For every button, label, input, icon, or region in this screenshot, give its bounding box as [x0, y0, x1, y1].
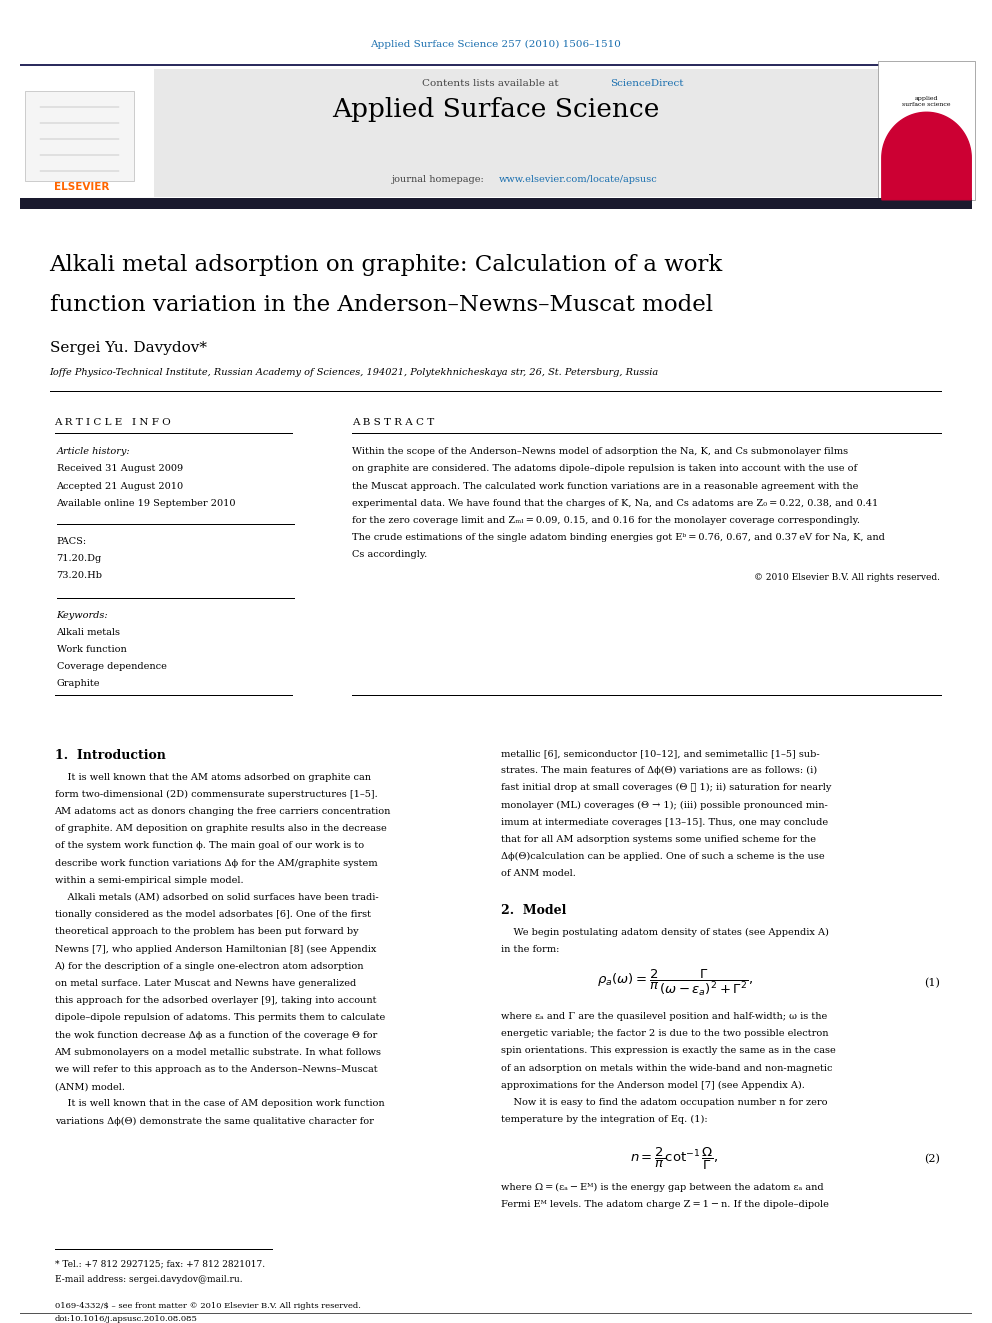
Text: applied
surface science: applied surface science [903, 95, 950, 107]
Text: 0169-4332/$ – see front matter © 2010 Elsevier B.V. All rights reserved.: 0169-4332/$ – see front matter © 2010 El… [55, 1302, 360, 1310]
Text: Alkali metal adsorption on graphite: Calculation of a work: Alkali metal adsorption on graphite: Cal… [50, 254, 723, 277]
Text: Work function: Work function [57, 646, 126, 654]
Text: Sergei Yu. Davydov*: Sergei Yu. Davydov* [50, 341, 206, 356]
Text: A R T I C L E   I N F O: A R T I C L E I N F O [55, 418, 172, 427]
Text: ELSEVIER: ELSEVIER [54, 181, 109, 192]
Text: $n = \dfrac{2}{\pi} \cot^{-1} \dfrac{\Omega}{\Gamma},$: $n = \dfrac{2}{\pi} \cot^{-1} \dfrac{\Om… [631, 1146, 718, 1172]
Text: (2): (2) [925, 1154, 940, 1164]
Text: on graphite are considered. The adatoms dipole–dipole repulsion is taken into ac: on graphite are considered. The adatoms … [352, 464, 857, 474]
Text: where εₐ and Γ are the quasilevel position and half-width; ω is the: where εₐ and Γ are the quasilevel positi… [501, 1012, 827, 1021]
Text: The crude estimations of the single adatom binding energies got Eᵇ = 0.76, 0.67,: The crude estimations of the single adat… [352, 533, 885, 542]
Text: dipole–dipole repulsion of adatoms. This permits them to calculate: dipole–dipole repulsion of adatoms. This… [55, 1013, 385, 1023]
Text: where Ω = (εₐ − Eᴹ) is the energy gap between the adatom εₐ and: where Ω = (εₐ − Eᴹ) is the energy gap be… [501, 1183, 823, 1192]
Text: variations Δϕ(Θ) demonstrate the same qualitative character for: variations Δϕ(Θ) demonstrate the same qu… [55, 1117, 373, 1126]
Text: temperature by the integration of Eq. (1):: temperature by the integration of Eq. (1… [501, 1115, 707, 1125]
Bar [20, 64, 972, 66]
Text: for the zero coverage limit and Zₘₗ = 0.09, 0.15, and 0.16 for the monolayer cov: for the zero coverage limit and Zₘₗ = 0.… [352, 516, 860, 525]
Text: * Tel.: +7 812 2927125; fax: +7 812 2821017.: * Tel.: +7 812 2927125; fax: +7 812 2821… [55, 1259, 265, 1269]
Text: 2.  Model: 2. Model [501, 904, 566, 917]
Text: function variation in the Anderson–Newns–Muscat model: function variation in the Anderson–Newns… [50, 294, 712, 316]
Text: (ANM) model.: (ANM) model. [55, 1082, 125, 1091]
Text: 71.20.Dg: 71.20.Dg [57, 554, 102, 562]
Text: Applied Surface Science 257 (2010) 1506–1510: Applied Surface Science 257 (2010) 1506–… [371, 40, 621, 49]
Text: Received 31 August 2009: Received 31 August 2009 [57, 464, 183, 474]
Text: It is well known that the AM atoms adsorbed on graphite can: It is well known that the AM atoms adsor… [55, 773, 371, 782]
Text: Within the scope of the Anderson–Newns model of adsorption the Na, K, and Cs sub: Within the scope of the Anderson–Newns m… [352, 447, 848, 456]
Text: theoretical approach to the problem has been put forward by: theoretical approach to the problem has … [55, 927, 358, 937]
Bar [25, 91, 134, 181]
Text: A) for the description of a single one-electron atom adsorption: A) for the description of a single one-e… [55, 962, 364, 971]
Text: the Muscat approach. The calculated work function variations are in a reasonable: the Muscat approach. The calculated work… [352, 482, 858, 491]
Text: (1): (1) [925, 978, 940, 988]
Text: We begin postulating adatom density of states (see Appendix A): We begin postulating adatom density of s… [501, 927, 829, 937]
Text: Now it is easy to find the adatom occupation number n for zero: Now it is easy to find the adatom occupa… [501, 1098, 827, 1107]
Text: we will refer to this approach as to the Anderson–Newns–Muscat: we will refer to this approach as to the… [55, 1065, 377, 1074]
Text: Alkali metals (AM) adsorbed on solid surfaces have been tradi-: Alkali metals (AM) adsorbed on solid sur… [55, 893, 378, 902]
Text: Available online 19 September 2010: Available online 19 September 2010 [57, 499, 236, 508]
Text: that for all AM adsorption systems some unified scheme for the: that for all AM adsorption systems some … [501, 835, 816, 844]
Text: Applied Surface Science: Applied Surface Science [332, 97, 660, 122]
Text: approximations for the Anderson model [7] (see Appendix A).: approximations for the Anderson model [7… [501, 1081, 805, 1090]
Bar [20, 69, 154, 197]
Text: $\rho_a(\omega) = \dfrac{2}{\pi} \dfrac{\Gamma}{(\omega - \varepsilon_a)^2 + \Ga: $\rho_a(\omega) = \dfrac{2}{\pi} \dfrac{… [596, 968, 753, 998]
Bar [20, 198, 972, 209]
Text: Coverage dependence: Coverage dependence [57, 662, 167, 671]
Text: Keywords:: Keywords: [57, 611, 108, 619]
Text: www.elsevier.com/locate/apsusc: www.elsevier.com/locate/apsusc [499, 175, 658, 184]
Text: monolayer (ML) coverages (Θ → 1); (iii) possible pronounced min-: monolayer (ML) coverages (Θ → 1); (iii) … [501, 800, 827, 810]
Text: Article history:: Article history: [57, 447, 130, 456]
Text: of graphite. AM deposition on graphite results also in the decrease: of graphite. AM deposition on graphite r… [55, 824, 386, 833]
Text: Contents lists available at: Contents lists available at [422, 79, 561, 89]
Text: © 2010 Elsevier B.V. All rights reserved.: © 2010 Elsevier B.V. All rights reserved… [754, 573, 940, 582]
Polygon shape [882, 112, 971, 200]
Text: AM adatoms act as donors changing the free carriers concentration: AM adatoms act as donors changing the fr… [55, 807, 391, 816]
Text: Δϕ(Θ)calculation can be applied. One of such a scheme is the use: Δϕ(Θ)calculation can be applied. One of … [501, 852, 824, 861]
Text: Graphite: Graphite [57, 680, 100, 688]
Text: form two-dimensional (2D) commensurate superstructures [1–5].: form two-dimensional (2D) commensurate s… [55, 790, 377, 799]
Text: this approach for the adsorbed overlayer [9], taking into account: this approach for the adsorbed overlayer… [55, 996, 376, 1005]
Text: metallic [6], semiconductor [10–12], and semimetallic [1–5] sub-: metallic [6], semiconductor [10–12], and… [501, 749, 819, 758]
Text: 73.20.Hb: 73.20.Hb [57, 572, 102, 579]
Text: in the form:: in the form: [501, 945, 559, 954]
Text: PACS:: PACS: [57, 537, 86, 545]
Text: Accepted 21 August 2010: Accepted 21 August 2010 [57, 482, 184, 491]
Text: Alkali metals: Alkali metals [57, 628, 121, 636]
Text: journal homepage:: journal homepage: [392, 175, 488, 184]
Text: Newns [7], who applied Anderson Hamiltonian [8] (see Appendix: Newns [7], who applied Anderson Hamilton… [55, 945, 376, 954]
Text: 1.  Introduction: 1. Introduction [55, 749, 166, 762]
Text: Fermi Eᴹ levels. The adatom charge Z = 1 − n. If the dipole–dipole: Fermi Eᴹ levels. The adatom charge Z = 1… [501, 1200, 829, 1209]
Bar [878, 61, 975, 200]
Text: AM submonolayers on a model metallic substrate. In what follows: AM submonolayers on a model metallic sub… [55, 1048, 382, 1057]
Text: the wok function decrease Δϕ as a function of the coverage Θ for: the wok function decrease Δϕ as a functi… [55, 1031, 377, 1040]
Text: doi:10.1016/j.apsusc.2010.08.085: doi:10.1016/j.apsusc.2010.08.085 [55, 1315, 197, 1323]
Text: of an adsorption on metals within the wide-band and non-magnetic: of an adsorption on metals within the wi… [501, 1064, 832, 1073]
Text: tionally considered as the model adsorbates [6]. One of the first: tionally considered as the model adsorba… [55, 910, 371, 919]
Text: It is well known that in the case of AM deposition work function: It is well known that in the case of AM … [55, 1099, 384, 1109]
Text: describe work function variations Δϕ for the AM/graphite system: describe work function variations Δϕ for… [55, 859, 377, 868]
Text: on metal surface. Later Muscat and Newns have generalized: on metal surface. Later Muscat and Newns… [55, 979, 356, 988]
Text: ScienceDirect: ScienceDirect [610, 79, 683, 89]
Text: spin orientations. This expression is exactly the same as in the case: spin orientations. This expression is ex… [501, 1046, 835, 1056]
Text: within a semi-empirical simple model.: within a semi-empirical simple model. [55, 876, 243, 885]
Text: Cs accordingly.: Cs accordingly. [352, 550, 428, 560]
Text: A B S T R A C T: A B S T R A C T [352, 418, 434, 427]
Text: of ANM model.: of ANM model. [501, 869, 575, 878]
Text: energetic variable; the factor 2 is due to the two possible electron: energetic variable; the factor 2 is due … [501, 1029, 828, 1039]
Text: Ioffe Physico-Technical Institute, Russian Academy of Sciences, 194021, Polytekh: Ioffe Physico-Technical Institute, Russi… [50, 368, 659, 377]
Text: of the system work function ϕ. The main goal of our work is to: of the system work function ϕ. The main … [55, 841, 364, 851]
Text: E-mail address: sergei.davydov@mail.ru.: E-mail address: sergei.davydov@mail.ru. [55, 1275, 242, 1285]
Text: imum at intermediate coverages [13–15]. Thus, one may conclude: imum at intermediate coverages [13–15]. … [501, 818, 828, 827]
Text: fast initial drop at small coverages (Θ ≪ 1); ii) saturation for nearly: fast initial drop at small coverages (Θ … [501, 783, 831, 792]
Text: strates. The main features of Δϕ(Θ) variations are as follows: (i): strates. The main features of Δϕ(Θ) vari… [501, 766, 817, 775]
Text: experimental data. We have found that the charges of K, Na, and Cs adatoms are Z: experimental data. We have found that th… [352, 499, 878, 508]
Bar [154, 69, 878, 197]
